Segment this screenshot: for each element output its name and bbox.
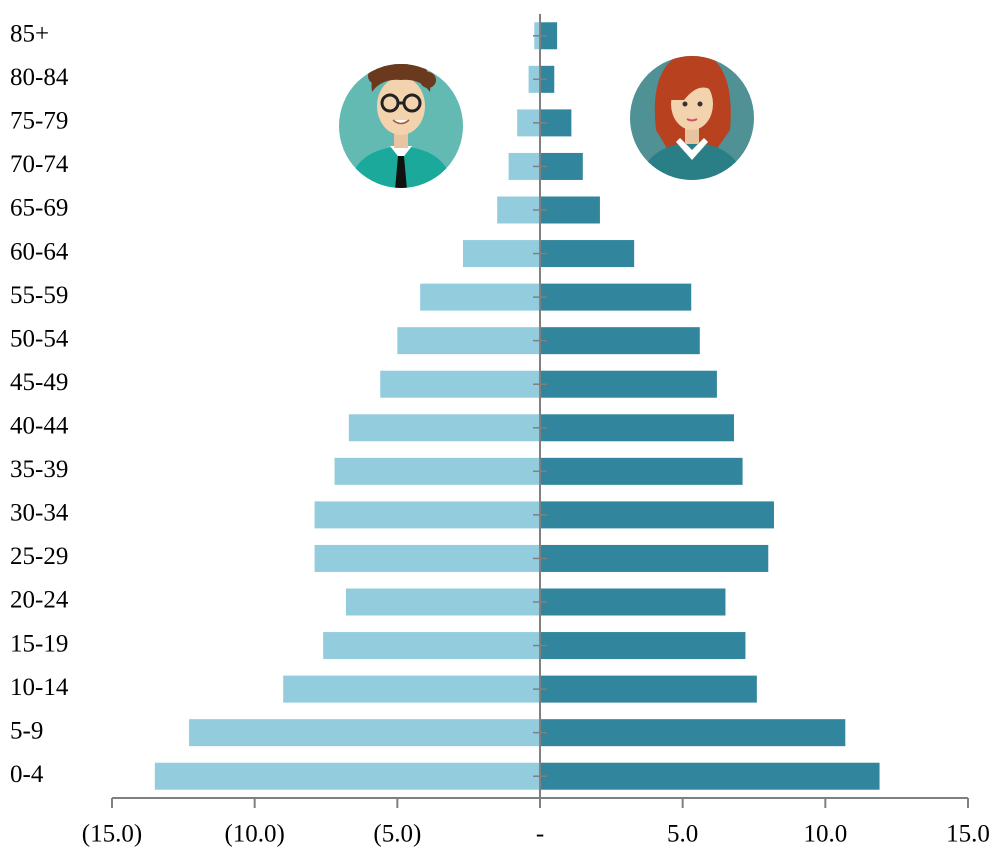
x-tick-label: 10.0 <box>803 821 847 848</box>
bar <box>189 719 541 747</box>
bar <box>380 370 540 398</box>
y-tick-label: 0-4 <box>10 761 44 788</box>
bar <box>540 240 635 268</box>
y-tick-label: 65-69 <box>10 195 68 222</box>
bar <box>334 457 540 485</box>
bar <box>314 501 540 529</box>
bar <box>540 22 558 50</box>
y-tick-label: 25-29 <box>10 543 68 570</box>
bar <box>540 544 769 572</box>
bar <box>397 327 540 355</box>
bar <box>540 588 726 616</box>
y-tick-label: 10-14 <box>10 674 69 701</box>
y-tick-label: 85+ <box>10 21 49 48</box>
x-tick-label: (5.0) <box>373 821 421 848</box>
bar <box>283 675 540 703</box>
bar <box>540 327 700 355</box>
bar <box>540 719 846 747</box>
bar <box>314 544 540 572</box>
bar <box>540 762 880 790</box>
y-tick-label: 55-59 <box>10 282 68 309</box>
bar <box>540 501 774 529</box>
y-tick-label: 80-84 <box>10 64 69 91</box>
female-icon <box>630 56 754 180</box>
x-tick-label: 5.0 <box>667 821 698 848</box>
x-tick-label: (10.0) <box>224 821 284 848</box>
y-tick-label: 15-19 <box>10 630 68 657</box>
y-tick-label: 30-34 <box>10 500 69 527</box>
bar <box>540 152 583 180</box>
x-tick-label: (15.0) <box>82 821 142 848</box>
male-icon <box>339 64 463 188</box>
y-tick-label: 60-64 <box>10 238 69 265</box>
bar <box>348 414 540 442</box>
bar <box>540 457 743 485</box>
x-tick-label: - <box>536 821 544 848</box>
y-tick-label: 40-44 <box>10 413 69 440</box>
bar <box>517 109 540 137</box>
bar <box>154 762 541 790</box>
bar <box>540 414 735 442</box>
x-tick-label: 15.0 <box>946 821 990 848</box>
bar <box>345 588 540 616</box>
bar <box>540 675 757 703</box>
y-tick-label: 35-39 <box>10 456 68 483</box>
bar <box>462 240 540 268</box>
bar <box>420 283 540 311</box>
y-tick-label: 20-24 <box>10 587 69 614</box>
bar <box>540 65 555 93</box>
bar <box>323 632 540 660</box>
y-tick-label: 75-79 <box>10 108 68 135</box>
bar <box>540 370 717 398</box>
bar <box>497 196 540 224</box>
y-tick-label: 5-9 <box>10 717 43 744</box>
bar <box>540 196 600 224</box>
plot-area <box>154 22 880 790</box>
y-tick-label: 50-54 <box>10 325 69 352</box>
bar <box>540 632 746 660</box>
y-tick-label: 70-74 <box>10 151 69 178</box>
y-tick-label: 45-49 <box>10 369 68 396</box>
bar <box>540 283 692 311</box>
